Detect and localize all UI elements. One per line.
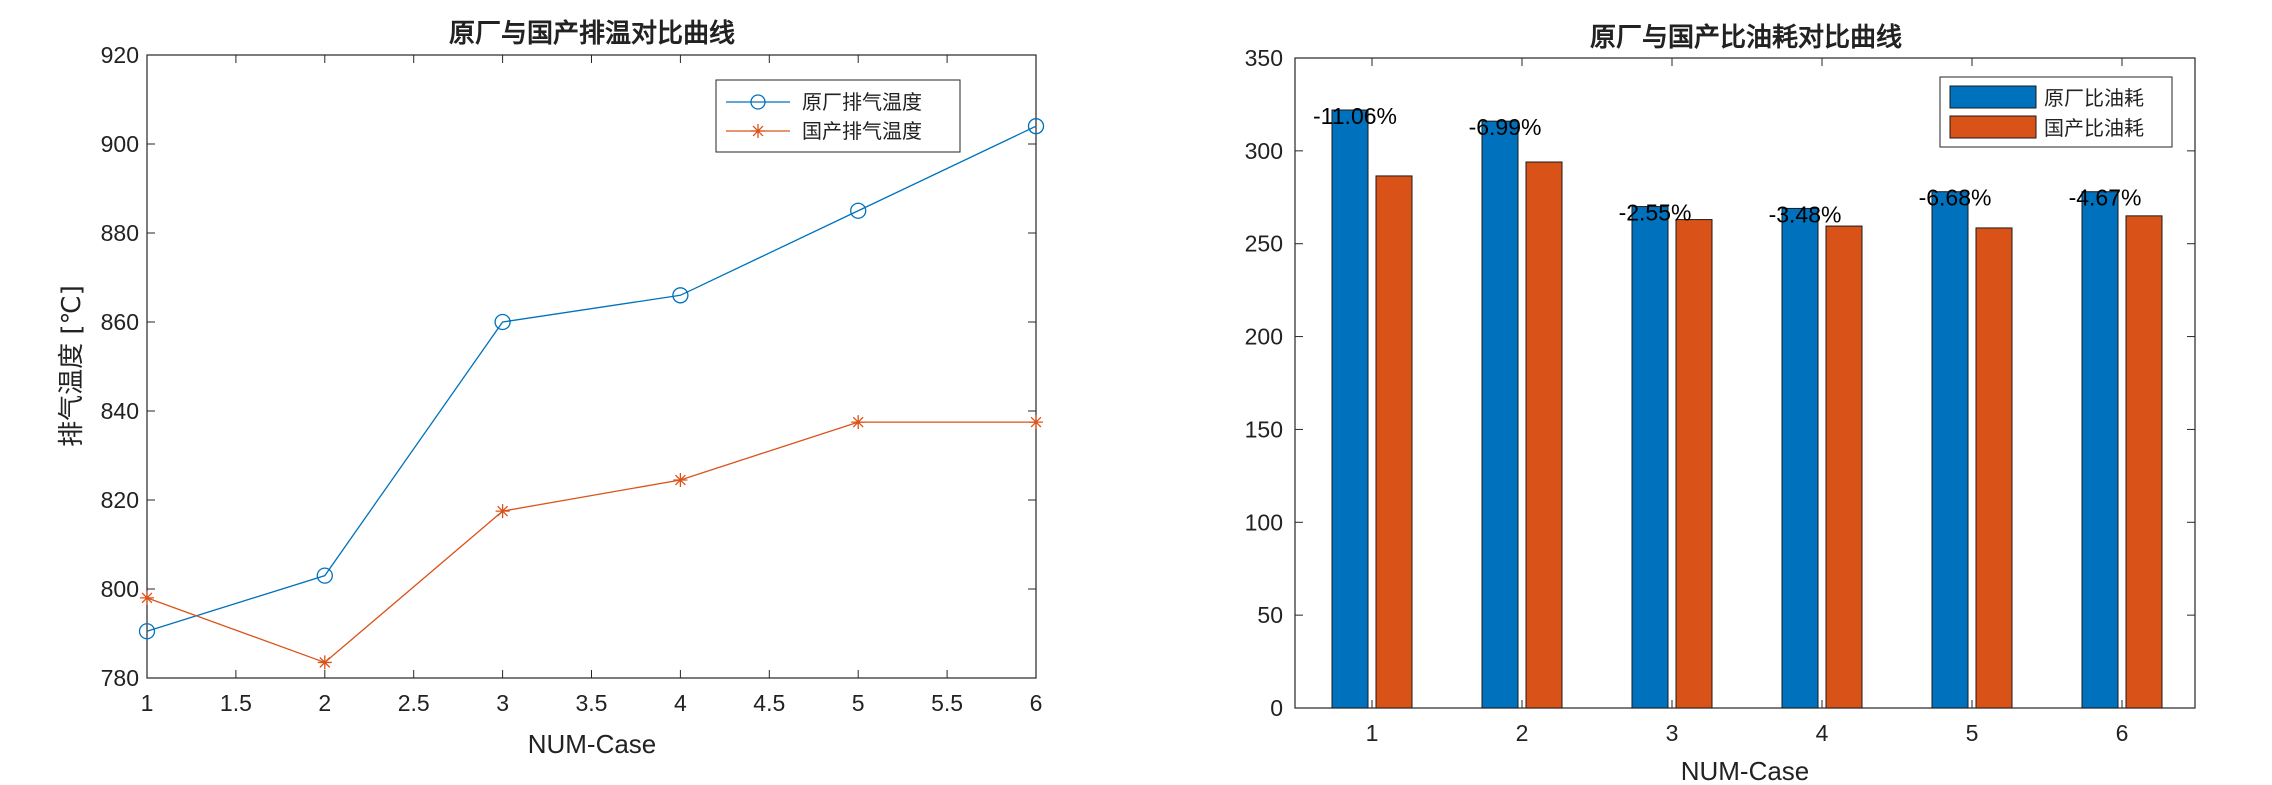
fuel-consumption-chart: 原厂与国产比油耗对比曲线 0 50 100 150 200 250 300 350 1 2 3 4 5… [1245, 23, 2196, 785]
y-tick-label: 250 [1245, 231, 1283, 257]
temperature-chart: 原厂与国产排温对比曲线 1 1.5 2 2.5 3 3.5 4 4.5 5 5.5 6 780 800… [57, 19, 1045, 759]
bar-series-1 [2125, 215, 2163, 709]
bar-series-0 [2081, 191, 2119, 709]
x-tick-label: 4 [1816, 720, 1829, 746]
data-point-circle [316, 567, 333, 584]
bar-series-1 [1825, 225, 1863, 709]
y-tick-label: 0 [1270, 695, 1283, 721]
y-tick-label: 820 [101, 487, 139, 513]
data-point-star [317, 655, 332, 670]
left-chart-title: 原厂与国产排温对比曲线 [449, 19, 735, 49]
bar-series-0 [1781, 207, 1819, 709]
data-point-circle [850, 202, 867, 219]
left-legend-box [715, 79, 961, 153]
series-line-1 [146, 421, 1036, 664]
left-x-axis-label: NUM-Case [528, 729, 657, 759]
x-tick-label: 1 [1366, 720, 1379, 746]
percent-label: -4.67% [2069, 185, 2142, 211]
right-y-axis: 0 50 100 150 200 250 300 350 [1245, 45, 2195, 721]
data-point-circle [138, 623, 156, 640]
percent-label: -3.48% [1769, 201, 1842, 227]
x-tick-label: 4 [674, 690, 687, 716]
right-chart-title: 原厂与国产比油耗对比曲线 [1590, 23, 1902, 53]
data-point-star [140, 590, 154, 605]
bar-series-0 [1331, 109, 1369, 709]
data-point-circle [1027, 118, 1045, 135]
percent-label: -2.55% [1619, 200, 1692, 226]
left-plot-frame [146, 54, 1037, 679]
legend-label-domestic-temp: 国产排气温度 [802, 119, 922, 143]
y-tick-label: 860 [101, 309, 139, 335]
y-tick-label: 880 [101, 220, 139, 246]
x-tick-label: 2 [318, 690, 331, 716]
y-tick-label: 780 [101, 665, 139, 691]
percent-label: -6.68% [1919, 185, 1992, 211]
percent-label: -6.99% [1469, 114, 1542, 140]
y-tick-label: 920 [101, 42, 139, 68]
data-point-star [673, 472, 688, 487]
x-tick-label: 3.5 [576, 690, 608, 716]
data-point-circle [494, 313, 511, 331]
data-point-star [1029, 415, 1043, 430]
series-line-0 [146, 125, 1037, 632]
y-tick-label: 840 [101, 398, 139, 424]
left-x-axis: 1 1.5 2 2.5 3 3.5 4 4.5 5 5.5 6 [141, 55, 1043, 716]
right-x-axis-label: NUM-Case [1681, 756, 1810, 785]
bar-series-0 [1931, 191, 1969, 709]
right-plot-frame [1294, 57, 2196, 709]
x-tick-label: 1.5 [220, 690, 252, 716]
percent-label: -11.06% [1313, 103, 1397, 129]
bar-series-1 [1975, 227, 2013, 709]
bar-series-0 [1631, 206, 1669, 709]
legend-swatch-domestic [1949, 115, 2037, 139]
y-tick-label: 200 [1245, 324, 1283, 350]
y-tick-label: 150 [1245, 416, 1283, 442]
legend-swatch-original [1949, 85, 2037, 109]
bar-series-0 [1481, 120, 1519, 709]
x-tick-label: 5 [1966, 720, 1979, 746]
star-glyph [751, 124, 765, 138]
right-bar-group [1331, 109, 2163, 709]
x-tick-label: 4.5 [753, 690, 785, 716]
data-point-star [495, 504, 510, 519]
y-tick-label: 300 [1245, 138, 1283, 164]
left-series-group [138, 118, 1045, 670]
y-tick-label: 900 [101, 131, 139, 157]
left-legend: 原厂排气温度 国产排气温度 [715, 79, 961, 153]
x-tick-label: 2.5 [398, 690, 430, 716]
legend-label-domestic-fuel: 国产比油耗 [2044, 116, 2144, 140]
left-y-axis: 780 800 820 840 860 880 900 920 [101, 42, 1036, 691]
legend-label-original-temp: 原厂排气温度 [802, 90, 922, 114]
data-point-star [851, 415, 866, 430]
x-tick-label: 1 [141, 690, 154, 716]
bar-series-1 [1525, 161, 1563, 709]
y-tick-label: 350 [1245, 45, 1283, 71]
legend-label-original-fuel: 原厂比油耗 [2044, 86, 2144, 110]
y-tick-label: 50 [1257, 602, 1283, 628]
x-tick-label: 6 [1030, 690, 1043, 716]
x-tick-label: 2 [1516, 720, 1529, 746]
bar-series-1 [1675, 219, 1713, 709]
x-tick-label: 6 [2116, 720, 2129, 746]
bar-series-1 [1375, 175, 1413, 709]
right-annotations: -11.06% -6.99% -2.55% -3.48% -6.68% -4.67% [1313, 103, 2141, 227]
right-legend: 原厂比油耗 国产比油耗 [1939, 76, 2173, 148]
legend-marker-circle-icon [750, 94, 766, 110]
right-x-axis: 1 2 3 4 5 6 [1366, 58, 2129, 746]
left-y-axis-label: 排气温度 [℃] [57, 285, 87, 447]
y-tick-label: 800 [101, 576, 139, 602]
legend-marker-star-icon [751, 124, 765, 138]
y-tick-label: 100 [1245, 509, 1283, 535]
x-tick-label: 3 [496, 690, 509, 716]
data-point-circle [672, 287, 689, 304]
x-tick-label: 5 [852, 690, 865, 716]
x-tick-label: 5.5 [931, 690, 963, 716]
x-tick-label: 3 [1666, 720, 1679, 746]
